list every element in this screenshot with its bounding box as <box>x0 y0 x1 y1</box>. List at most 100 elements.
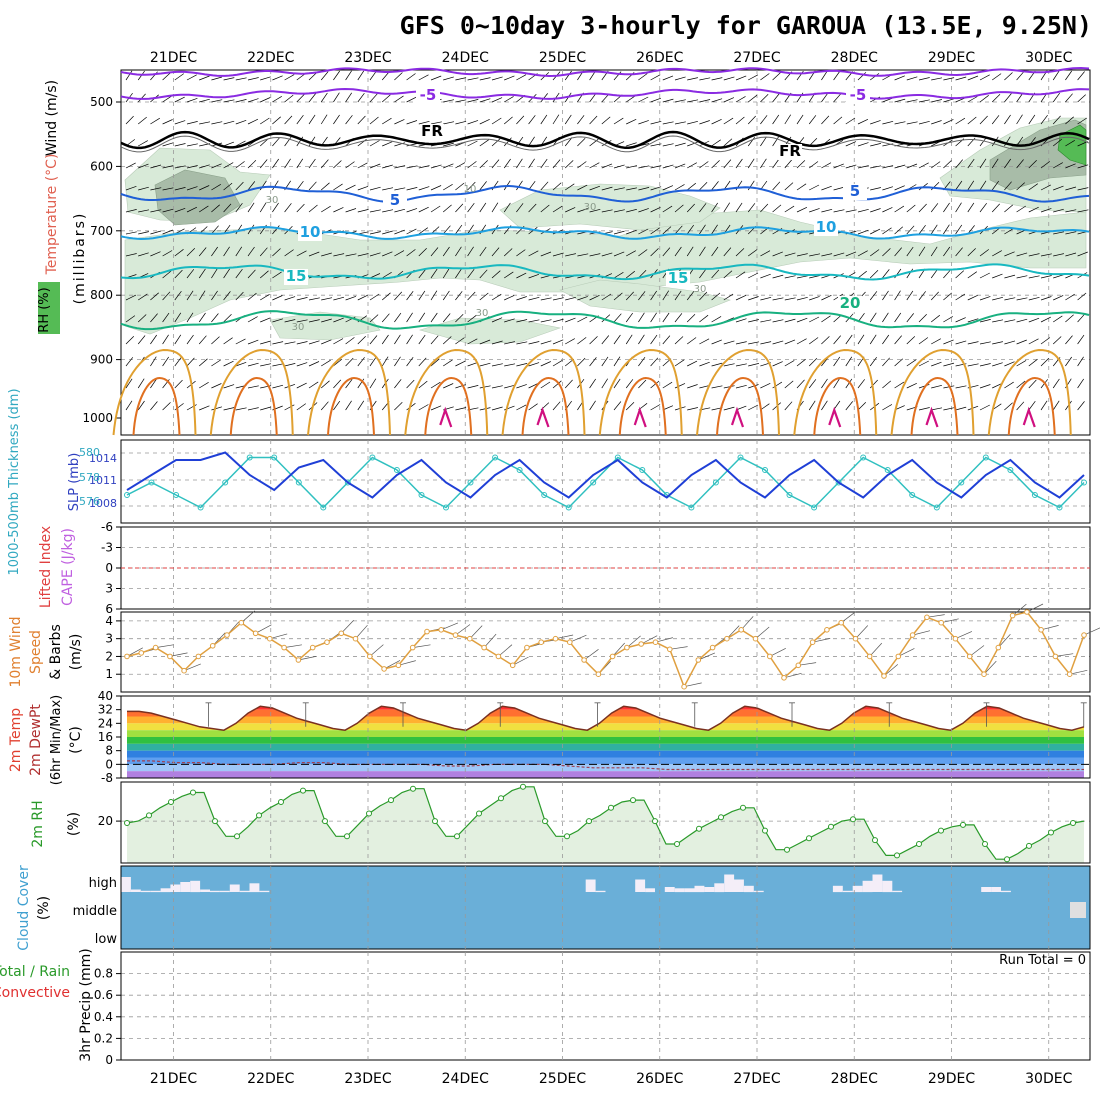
wind-barb <box>1016 297 1028 301</box>
precip-label: 0.8 <box>94 967 113 981</box>
rh-frame <box>120 781 1091 864</box>
wind-barb <box>418 206 429 213</box>
wind-barb <box>418 357 427 367</box>
wind-barb <box>223 291 231 301</box>
wind-barb <box>467 77 479 81</box>
wind-barb <box>809 296 820 301</box>
wind-barb <box>1053 253 1064 257</box>
wind-barb <box>504 363 516 367</box>
rh-point <box>234 833 240 840</box>
top-date-29DEC: 29DEC <box>928 50 975 66</box>
wind-barb <box>1004 93 1012 103</box>
wind-barb <box>760 158 767 169</box>
wind-barb <box>455 99 467 103</box>
wind-barb <box>137 400 145 411</box>
wind-barb <box>687 360 698 367</box>
wind-barb <box>882 248 891 257</box>
wind-barb <box>772 274 784 279</box>
wind-barb <box>967 158 975 169</box>
precip-run-total: Run Total = 0 <box>999 953 1086 968</box>
wind-barb <box>223 337 233 345</box>
wind-barb <box>711 316 722 323</box>
wind-speed-point <box>209 643 216 649</box>
wind-barb <box>259 270 269 279</box>
cloud-high-bar <box>704 887 715 892</box>
wind-barb <box>564 379 573 389</box>
wind-barb <box>394 95 404 103</box>
upper-tick-1000-label: 1000 <box>82 411 113 425</box>
wind-barb <box>613 378 621 389</box>
wind-barb <box>760 296 772 301</box>
wind-barb <box>1016 401 1025 411</box>
wind-barb <box>1065 231 1077 235</box>
wind-barb <box>308 361 320 367</box>
cape-ylabel-li: Lifted Index <box>38 526 54 608</box>
wind-barb <box>918 162 929 169</box>
wind-barb <box>991 115 1000 125</box>
wind-barb <box>247 181 256 191</box>
iso-15 <box>120 263 1090 281</box>
wind-barb <box>296 297 308 301</box>
wind-barb <box>296 114 304 125</box>
wind-barb <box>601 314 611 323</box>
wind-barb <box>272 137 280 147</box>
temp-band <box>127 737 1084 744</box>
wind-barb <box>930 291 939 301</box>
wind-barb <box>137 314 147 323</box>
wind-barb <box>638 291 646 301</box>
wind-barb <box>784 205 795 213</box>
cloud-high-bar <box>200 889 210 892</box>
wind-barb <box>857 165 869 169</box>
wind-barb <box>235 407 247 411</box>
thick-tick: 580 <box>79 446 100 459</box>
wind-barb <box>150 230 162 235</box>
wind-barb <box>686 291 695 301</box>
wind-barb <box>125 231 137 235</box>
wind-barb <box>1016 71 1025 81</box>
wind-barb <box>821 357 829 367</box>
wind-barb <box>174 73 185 81</box>
rh-point <box>740 804 746 811</box>
wind-barb <box>418 404 429 411</box>
wind-barb <box>1016 92 1024 103</box>
wind-barb <box>747 94 758 103</box>
top-date-30DEC: 30DEC <box>1025 50 1072 66</box>
wind-barb <box>882 165 894 169</box>
wind-barb <box>723 247 732 257</box>
wind-barb <box>1004 381 1014 389</box>
wind-barb-10m <box>983 660 997 675</box>
chart-title: GFS 0~10day 3-hourly for GAROUA (13.5E, … <box>400 11 1092 40</box>
wind-barb <box>711 160 720 169</box>
wind-barb <box>186 334 194 345</box>
cloud-high-bar <box>664 887 675 892</box>
wind-barb <box>394 187 406 191</box>
wind-barb <box>333 358 343 367</box>
rh-legend-bar <box>38 282 60 334</box>
wind-barb <box>394 402 403 411</box>
wind-barb <box>748 363 759 367</box>
wind-barb <box>357 115 366 125</box>
wind-barb <box>992 319 1004 323</box>
wind-barb <box>1016 159 1024 169</box>
wind-barb <box>357 294 368 301</box>
temp-ylabel1: 2m Temp <box>8 708 24 772</box>
rh-point <box>872 837 878 844</box>
wind-barb <box>198 290 206 301</box>
wind-barb <box>418 380 428 389</box>
rh-ylabel: 2m RH <box>30 800 46 847</box>
wind-barb-10m <box>169 652 188 657</box>
wind-barb <box>1028 206 1039 213</box>
wind-barb <box>747 180 755 191</box>
wind-barb <box>918 120 930 125</box>
wind-barb <box>552 401 561 411</box>
rh-point <box>322 818 328 825</box>
wind-barb <box>284 341 296 345</box>
wind-barb <box>308 340 320 345</box>
wind-barb <box>979 404 990 411</box>
bottom-date-29DEC: 29DEC <box>928 1071 975 1087</box>
top-date-21DEC: 21DEC <box>150 50 197 66</box>
wind-barb <box>430 290 438 301</box>
wind-barb <box>1004 181 1012 191</box>
rh-point <box>278 799 284 805</box>
